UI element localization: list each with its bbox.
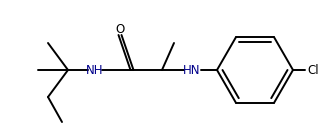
Text: NH: NH [86,64,104,76]
Text: Cl: Cl [307,64,319,76]
Text: O: O [115,23,125,36]
Text: HN: HN [183,64,201,76]
